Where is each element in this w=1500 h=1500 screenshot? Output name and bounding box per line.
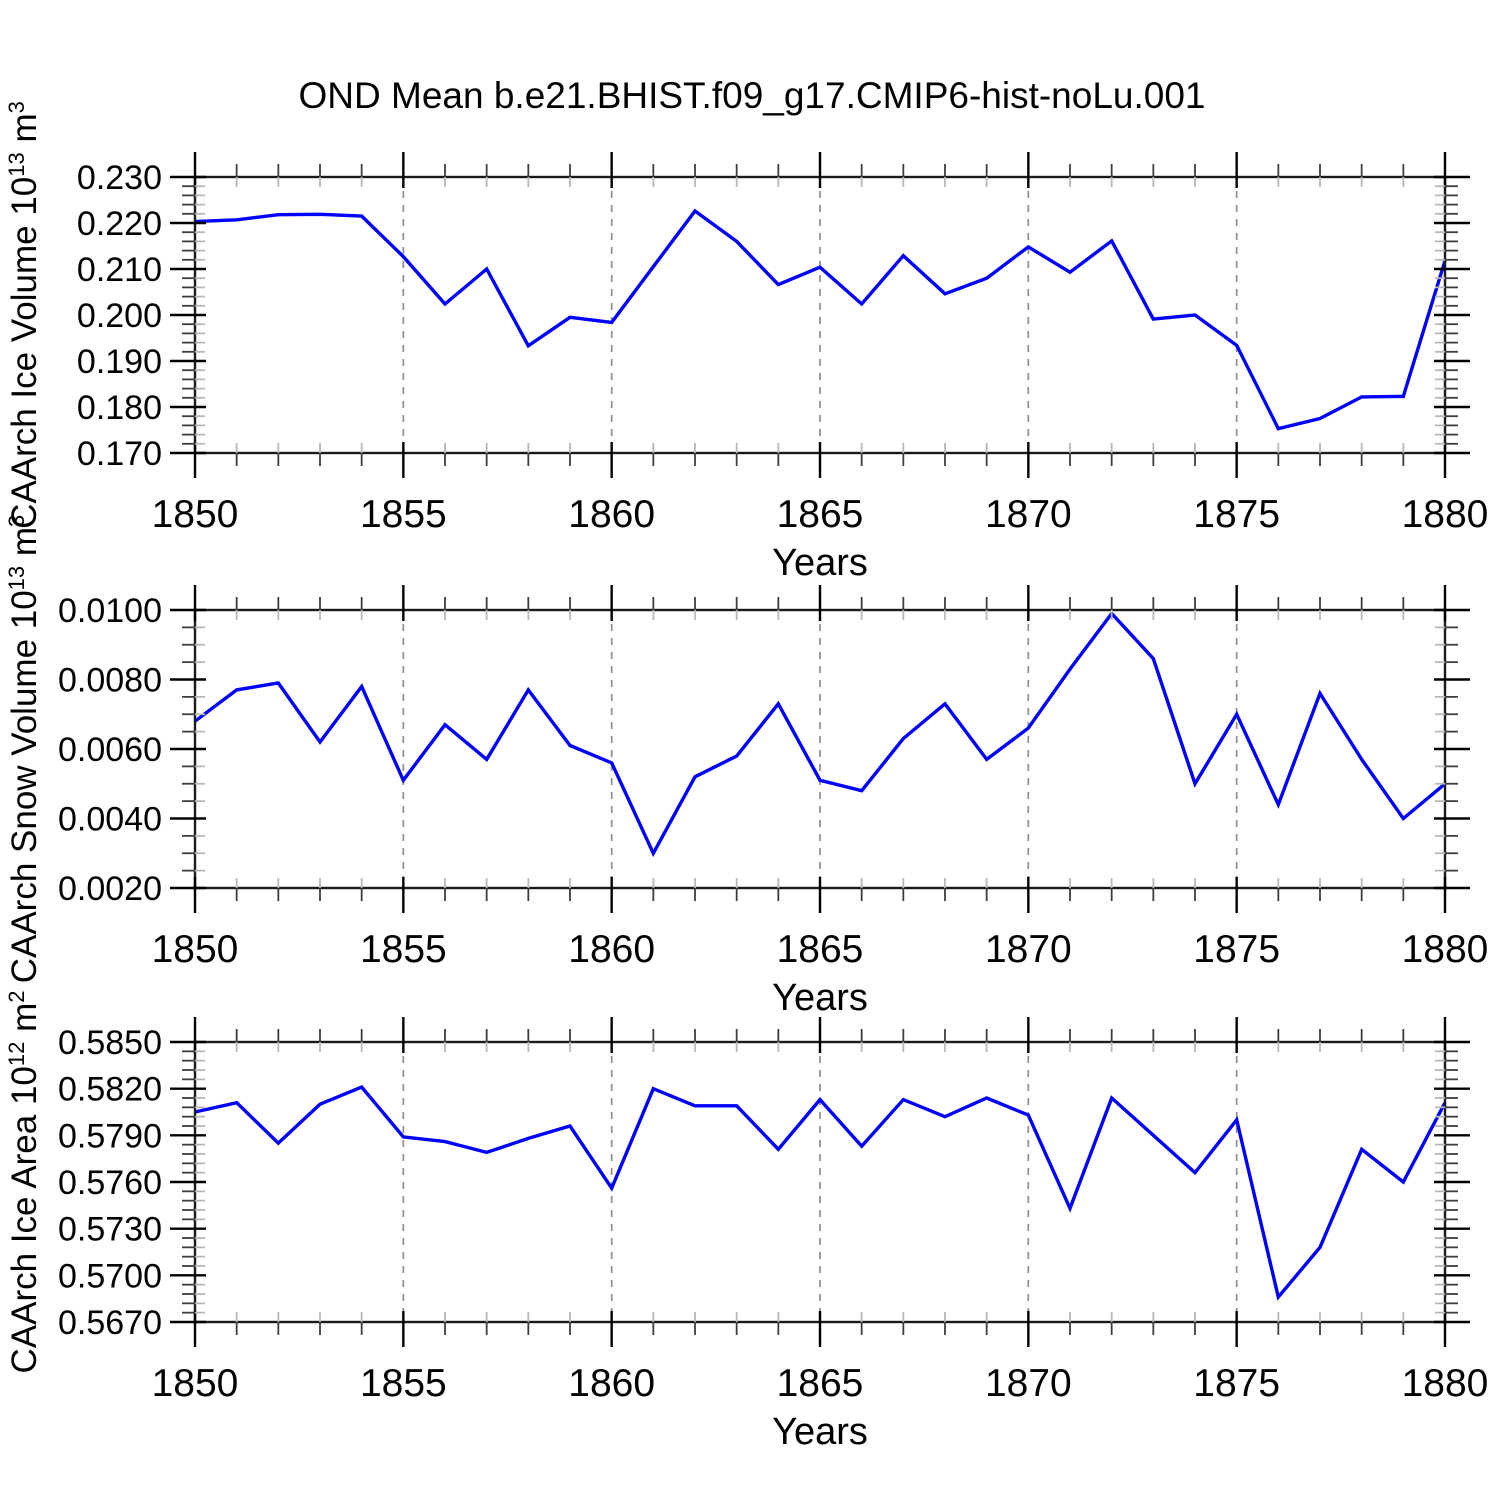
y-tick-label: 0.5730 [58, 1211, 162, 1249]
panel-ice-volume: 1850 1855 1860 1865 1870 1875 1880 0.170 0.180 0.… [4, 101, 1488, 584]
y-tick-label: 0.0080 [58, 662, 162, 700]
y-axis-title-text: m [5, 113, 44, 152]
y-axis-title-superscript: 12 [4, 1042, 29, 1066]
y-axis-title-text: CAArch Ice Area 10 [5, 1066, 44, 1373]
x-tick-label: 1875 [1193, 493, 1280, 536]
x-tick-label: 1860 [568, 1362, 655, 1405]
x-tick-label: 1880 [1402, 928, 1489, 971]
data-line-ice-volume [194, 208, 1447, 431]
x-axis-title: Years [772, 977, 868, 1019]
y-axis-title-superscript: 13 [4, 566, 29, 590]
y-axis-title-text: m [5, 527, 44, 566]
y-axis-title-superscript: 2 [4, 990, 29, 1002]
x-tick-label: 1850 [152, 928, 239, 971]
y-axis-title-text: m [5, 1003, 44, 1042]
panel-snow-volume: 1850 1855 1860 1865 1870 1875 1880 0.0020 0.0040… [4, 515, 1488, 1019]
chart-title: OND Mean b.e21.BHIST.f09_g17.CMIP6-hist-… [299, 75, 1206, 116]
x-tick-label: 1875 [1193, 928, 1280, 971]
y-tick-label: 0.220 [77, 205, 162, 243]
y-axis-title-superscript: 13 [4, 152, 29, 176]
y-tick-label: 0.5670 [58, 1304, 162, 1342]
y-tick-label: 0.170 [77, 435, 162, 473]
y-axis-title-superscript: 3 [4, 101, 29, 113]
x-tick-label: 1875 [1193, 1362, 1280, 1405]
y-axis-title-superscript: 3 [4, 515, 29, 527]
x-tick-label: 1865 [777, 928, 864, 971]
data-line-snow-volume [193, 610, 1447, 858]
x-tick-label: 1850 [152, 1362, 239, 1405]
y-tick-label: 0.0020 [58, 870, 162, 908]
y-tick-label: 0.0040 [58, 801, 162, 839]
y-tick-label: 0.5760 [58, 1164, 162, 1202]
y-tick-label: 0.0060 [58, 731, 162, 769]
x-tick-label: 1870 [985, 928, 1072, 971]
y-axis-title: CAArch Ice Area 1012 m2 [4, 990, 44, 1373]
plot-border [193, 608, 1447, 890]
y-tick-label: 0.5700 [58, 1257, 162, 1295]
x-tick-label: 1870 [985, 493, 1072, 536]
x-tick-label: 1855 [360, 493, 447, 536]
panel-ice-area: 1850 1855 1860 1865 1870 1875 1880 0.5670 0.5700… [4, 990, 1488, 1453]
x-axis-title: Years [772, 1411, 868, 1453]
y-tick-label: 0.200 [77, 297, 162, 335]
y-axis-title-text: CAArch Snow Volume 10 [5, 590, 44, 983]
y-axis-title-text: CAArch Ice Volume 10 [5, 177, 44, 529]
y-tick-label: 0.0100 [58, 592, 162, 630]
y-tick-label: 0.230 [77, 159, 162, 197]
x-tick-label: 1865 [777, 1362, 864, 1405]
data-line-ice-area [194, 1085, 1447, 1301]
y-axis-title: CAArch Ice Volume 1013 m3 [4, 101, 44, 529]
x-tick-label: 1850 [152, 493, 239, 536]
x-tick-label: 1860 [568, 928, 655, 971]
y-tick-label: 0.190 [77, 343, 162, 381]
x-tick-label: 1880 [1402, 1362, 1489, 1405]
y-axis-title: CAArch Snow Volume 1013 m3 [4, 515, 44, 984]
y-tick-label: 0.5790 [58, 1117, 162, 1155]
y-tick-label: 0.5820 [58, 1071, 162, 1109]
x-tick-label: 1855 [360, 1362, 447, 1405]
x-tick-label: 1860 [568, 493, 655, 536]
panels-group: 1850 1855 1860 1865 1870 1875 1880 0.170 0.180 0.… [4, 101, 1488, 1453]
x-tick-label: 1870 [985, 1362, 1072, 1405]
x-axis-title: Years [772, 542, 868, 584]
x-tick-label: 1855 [360, 928, 447, 971]
y-tick-label: 0.210 [77, 251, 162, 289]
y-tick-label: 0.180 [77, 389, 162, 427]
plot-border [193, 175, 1447, 455]
y-tick-label: 0.5850 [58, 1024, 162, 1062]
x-tick-label: 1865 [777, 493, 864, 536]
x-tick-label: 1880 [1402, 493, 1489, 536]
